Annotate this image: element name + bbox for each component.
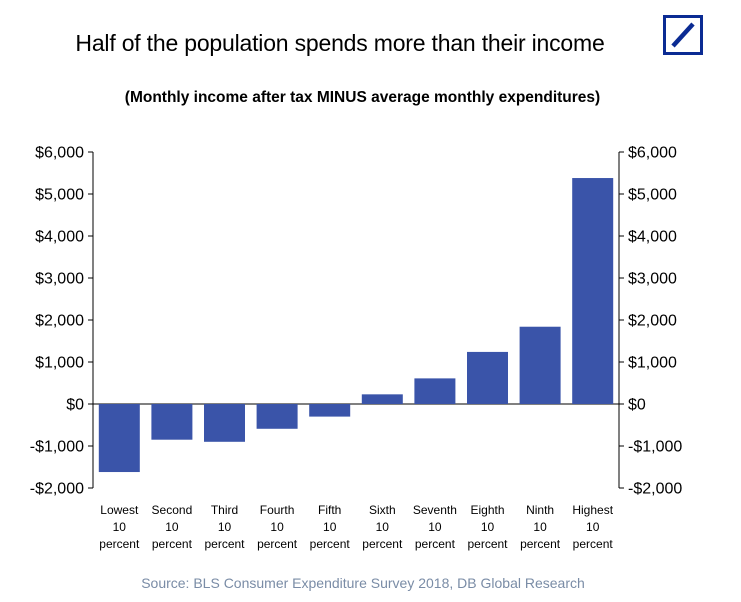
deutsche-bank-logo bbox=[663, 15, 703, 55]
left-y-tick-label: $1,000 bbox=[35, 355, 84, 372]
left-y-tick-label: $2,000 bbox=[35, 313, 84, 330]
right-y-tick-label: $3,000 bbox=[628, 271, 677, 288]
bar bbox=[519, 326, 561, 404]
x-category-label: Highest 10 percent bbox=[572, 503, 613, 551]
right-y-tick-label: -$1,000 bbox=[628, 439, 682, 456]
source-note: Source: BLS Consumer Expenditure Survey … bbox=[141, 575, 585, 591]
chart-labels: -$2,000 -$2,000 -$1,000 -$1,000 $0 $0 $1,000 $1… bbox=[30, 145, 683, 552]
left-y-tick-label: $6,000 bbox=[35, 145, 84, 162]
x-category-label: Fourth 10 percent bbox=[257, 503, 298, 551]
left-y-tick-label: $3,000 bbox=[35, 271, 84, 288]
left-y-tick-label: $4,000 bbox=[35, 229, 84, 246]
x-category-label: Fifth 10 percent bbox=[310, 503, 351, 551]
logo-slash-icon bbox=[671, 22, 695, 48]
chart-bars bbox=[98, 178, 614, 473]
x-category-label: Second 10 percent bbox=[152, 503, 193, 551]
left-y-tick-label: -$2,000 bbox=[30, 481, 84, 498]
x-category-label: Eighth 10 percent bbox=[467, 503, 508, 551]
bar bbox=[98, 404, 140, 473]
right-y-tick-label: $5,000 bbox=[628, 187, 677, 204]
bar bbox=[151, 404, 193, 440]
right-y-tick-label: $6,000 bbox=[628, 145, 677, 162]
bar bbox=[204, 404, 245, 442]
bar bbox=[414, 378, 456, 404]
x-category-label: Ninth 10 percent bbox=[520, 503, 561, 551]
left-y-tick-label: $0 bbox=[66, 397, 84, 414]
right-y-tick-label: -$2,000 bbox=[628, 481, 682, 498]
right-y-tick-label: $1,000 bbox=[628, 355, 677, 372]
x-category-label: Lowest 10 percent bbox=[99, 503, 140, 551]
x-category-label: Seventh 10 percent bbox=[413, 503, 457, 551]
chart-title: Half of the population spends more than … bbox=[75, 30, 605, 56]
bar bbox=[309, 404, 351, 417]
bar bbox=[361, 394, 403, 404]
bar bbox=[467, 351, 508, 404]
left-y-tick-label: $5,000 bbox=[35, 187, 84, 204]
chart-subtitle: (Monthly income after tax MINUS average … bbox=[124, 89, 601, 106]
right-y-tick-label: $2,000 bbox=[628, 313, 677, 330]
bar bbox=[572, 178, 614, 404]
right-y-tick-label: $0 bbox=[628, 397, 646, 414]
bar bbox=[256, 404, 298, 429]
left-y-tick-label: -$1,000 bbox=[30, 439, 84, 456]
x-category-label: Third 10 percent bbox=[204, 503, 245, 551]
right-y-tick-label: $4,000 bbox=[628, 229, 677, 246]
x-category-label: Sixth 10 percent bbox=[362, 503, 403, 551]
